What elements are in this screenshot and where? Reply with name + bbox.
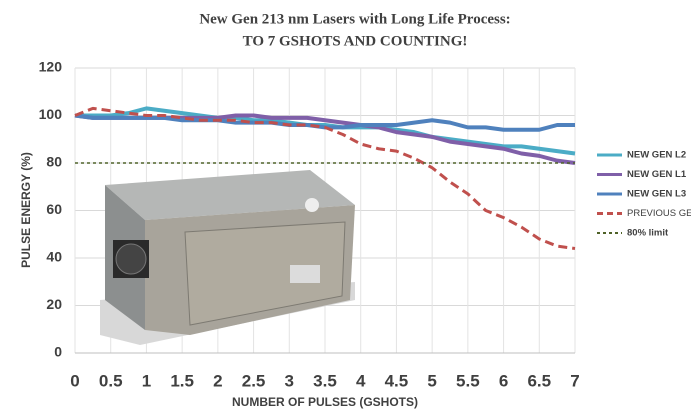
y-tick-label: 120 <box>39 59 63 75</box>
x-tick-label: 1.5 <box>170 371 194 390</box>
x-tick-label: 4 <box>356 371 366 390</box>
legend-label: NEW GEN L2 <box>627 150 686 161</box>
y-axis-title: PULSE ENERGY (%) <box>19 152 33 268</box>
laser-photo <box>100 170 355 345</box>
chart-subtitle: TO 7 GSHOTS AND COUNTING! <box>243 33 468 49</box>
x-tick-label: 6 <box>499 371 508 390</box>
legend: NEW GEN L2 NEW GEN L1 NEW GEN L3 PREVIOUS G… <box>597 150 691 239</box>
legend-label: NEW GEN L3 <box>627 189 686 200</box>
x-tick-label: 3 <box>285 371 294 390</box>
x-tick-label: 5 <box>427 371 436 390</box>
x-tick-label: 0 <box>70 371 79 390</box>
y-tick-label: 100 <box>39 106 63 122</box>
y-tick-label: 80 <box>46 154 62 170</box>
y-tick-label: 40 <box>46 249 62 265</box>
x-axis-title: NUMBER OF PULSES (GSHOTS) <box>232 395 418 409</box>
x-tick-label: 3.5 <box>313 371 337 390</box>
x-tick-label: 4.5 <box>385 371 409 390</box>
y-tick-label: 20 <box>46 296 62 312</box>
x-tick-label: 1 <box>142 371 151 390</box>
y-tick-label: 60 <box>46 201 62 217</box>
chart-title: New Gen 213 nm Lasers with Long Life Pro… <box>199 11 510 27</box>
y-tick-label: 0 <box>54 344 62 360</box>
legend-label: NEW GEN L1 <box>627 169 687 180</box>
legend-label: 80% limit <box>627 228 669 239</box>
x-tick-label: 7 <box>570 371 579 390</box>
x-tick-label: 2 <box>213 371 222 390</box>
chart: New Gen 213 nm Lasers with Long Life Pro… <box>0 0 691 412</box>
x-tick-label: 5.5 <box>456 371 480 390</box>
x-tick-label: 2.5 <box>242 371 266 390</box>
x-tick-label: 6.5 <box>527 371 551 390</box>
x-tick-label: 0.5 <box>99 371 123 390</box>
legend-label: PREVIOUS GEN <box>627 208 691 219</box>
